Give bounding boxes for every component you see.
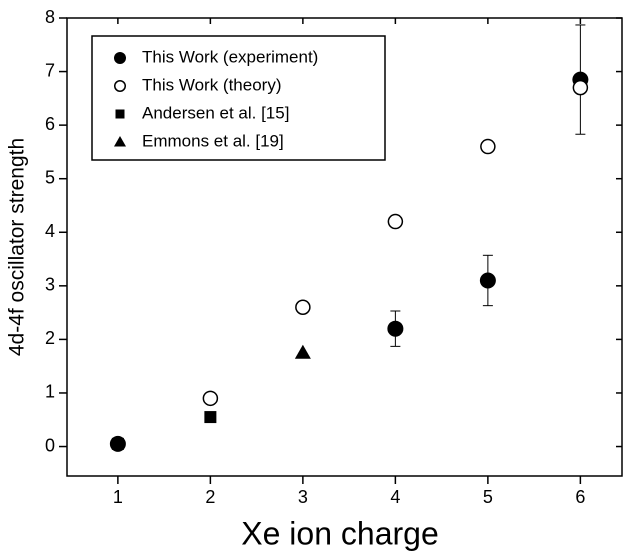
series bbox=[294, 344, 311, 359]
point bbox=[111, 437, 124, 450]
x-tick-label: 5 bbox=[483, 487, 493, 507]
legend: This Work (experiment) This Work (theory)… bbox=[91, 35, 386, 161]
point bbox=[295, 299, 311, 316]
y-tick-label: 8 bbox=[45, 7, 55, 27]
legend-marker bbox=[114, 136, 126, 147]
point bbox=[294, 344, 311, 359]
y-tick-label: 0 bbox=[45, 435, 55, 455]
series bbox=[111, 411, 217, 450]
point bbox=[204, 411, 217, 424]
x-tick-label: 4 bbox=[390, 487, 400, 507]
legend-label: This Work (experiment) bbox=[142, 47, 318, 66]
y-tick-label: 1 bbox=[45, 382, 55, 402]
legend-marker bbox=[114, 80, 126, 92]
legend-marker bbox=[114, 52, 126, 64]
x-tick-label: 6 bbox=[575, 487, 585, 507]
x-tick-label: 3 bbox=[298, 487, 308, 507]
point bbox=[387, 320, 404, 337]
legend-label: Emmons et al. [19] bbox=[142, 131, 284, 150]
point bbox=[572, 79, 589, 96]
legend-marker bbox=[115, 109, 125, 119]
point bbox=[480, 138, 496, 155]
x-tick-label: 2 bbox=[205, 487, 215, 507]
y-tick-label: 5 bbox=[45, 167, 55, 187]
x-axis-label: Xe ion charge bbox=[241, 515, 438, 551]
y-tick-label: 4 bbox=[45, 221, 55, 241]
legend-label: This Work (theory) bbox=[142, 75, 282, 94]
series bbox=[202, 79, 589, 407]
point bbox=[479, 272, 496, 289]
legend-box bbox=[91, 35, 386, 161]
point bbox=[202, 390, 219, 407]
plot-frame bbox=[66, 17, 623, 477]
legend-label: Andersen et al. [15] bbox=[142, 103, 289, 122]
point bbox=[387, 213, 404, 230]
y-tick-label: 2 bbox=[45, 328, 55, 348]
y-tick-label: 7 bbox=[45, 60, 55, 80]
y-tick-label: 3 bbox=[45, 275, 55, 295]
y-tick-label: 6 bbox=[45, 114, 55, 134]
y-axis-label: 4d-4f oscillator strength bbox=[6, 138, 29, 356]
x-tick-label: 1 bbox=[113, 487, 123, 507]
